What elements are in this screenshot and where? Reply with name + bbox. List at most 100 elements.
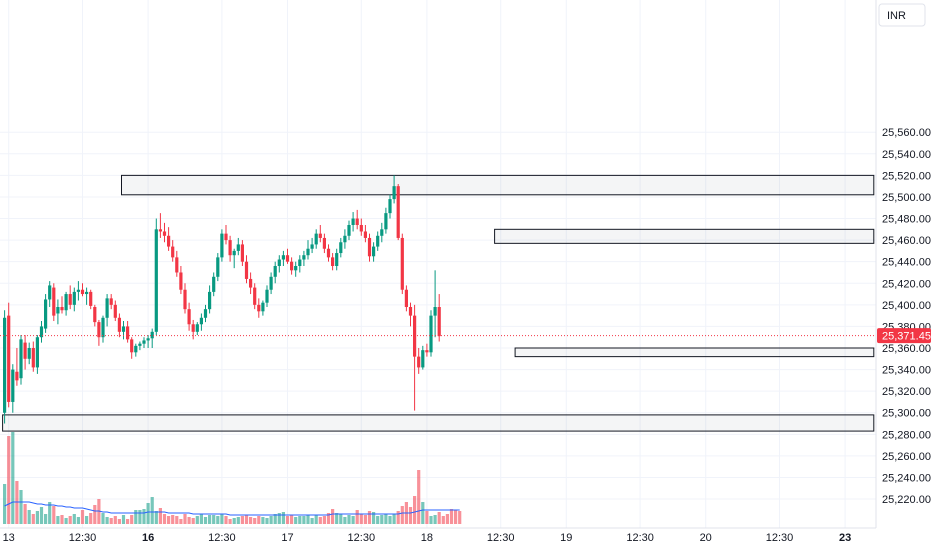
candle [15, 348, 19, 386]
volume-bar [318, 517, 322, 524]
volume-bar [458, 511, 462, 524]
candle [380, 222, 384, 243]
candle [48, 281, 52, 307]
candle [76, 281, 80, 301]
candle [294, 261, 298, 277]
candle [404, 285, 408, 312]
volume-bar [138, 510, 142, 524]
volume-bar [27, 510, 31, 524]
candle [273, 261, 277, 284]
candle [52, 283, 56, 322]
volume-bar [445, 514, 449, 524]
candle [367, 233, 372, 262]
x-tick-label: 12:30 [348, 532, 376, 544]
candle [376, 231, 380, 251]
volume-bar [372, 512, 376, 524]
price-axis[interactable]: 25,220.00 25,240.00 25,260.00 25,280.00 25,3… [875, 0, 931, 528]
volume-bar [265, 518, 269, 524]
volume-bar [408, 507, 413, 524]
time-axis[interactable]: 13 12:30 16 12:30 17 12:30 18 12:30 19 12:30 20 12:… [0, 527, 876, 544]
volume-bar [228, 519, 232, 524]
candle [408, 302, 413, 327]
x-tick-label: 13 [3, 532, 15, 544]
x-tick-label: 17 [281, 532, 293, 544]
candle [56, 299, 60, 325]
candle [359, 218, 363, 236]
candle [433, 270, 437, 338]
volume-bar [257, 516, 261, 524]
volume-bar [109, 518, 113, 524]
candle [392, 175, 396, 204]
volume-bar [154, 511, 158, 524]
candle [400, 233, 404, 295]
x-tick-label: 12:30 [626, 532, 654, 544]
candle [11, 364, 15, 413]
candle [220, 229, 224, 262]
candle [44, 294, 48, 333]
y-tick-label: 25,440.00 [882, 257, 931, 269]
candle [117, 313, 121, 338]
volume-bar [224, 516, 228, 524]
currency-label-box[interactable]: INR [878, 3, 926, 27]
candle [167, 227, 171, 251]
x-tick-label: 12:30 [487, 532, 515, 544]
candle [249, 272, 253, 295]
volume-bar [52, 506, 56, 524]
candle [232, 248, 236, 269]
volume-bar [56, 516, 60, 524]
candle [396, 184, 400, 241]
volume-bar [306, 515, 310, 524]
volume-bar [240, 516, 244, 524]
y-tick-label: 25,560.00 [882, 127, 931, 139]
volume-bar [285, 516, 290, 524]
y-tick-label: 25,360.00 [882, 343, 931, 355]
candle [343, 229, 347, 249]
candle [236, 237, 240, 256]
volume-bar [244, 515, 249, 524]
candle [277, 255, 281, 273]
x-tick-label: 12:30 [69, 532, 97, 544]
candle [212, 272, 216, 297]
volume-bar [413, 496, 417, 524]
volume-bar [236, 517, 240, 524]
candle [138, 341, 142, 351]
y-tick-label: 25,420.00 [882, 278, 931, 290]
candle [195, 322, 199, 336]
volume-bar [162, 514, 167, 524]
y-tick-label: 25,340.00 [882, 365, 931, 377]
volume-bar [216, 516, 220, 524]
candle [335, 248, 339, 271]
volume-bar [142, 509, 146, 524]
candle [261, 300, 265, 316]
volume-bar [380, 515, 384, 524]
volume-bar [335, 513, 339, 524]
y-tick-label: 25,460.00 [882, 235, 931, 247]
volume-bar [417, 470, 421, 524]
volume-bar [351, 516, 355, 524]
candle [19, 335, 23, 385]
volume-bar [232, 518, 236, 524]
candle [216, 253, 220, 282]
volume-bar [113, 516, 117, 524]
volume-bar [117, 519, 121, 524]
candle [121, 321, 126, 340]
candle [228, 235, 232, 262]
x-tick-label: 18 [421, 532, 433, 544]
candle [314, 229, 318, 249]
candle [244, 255, 249, 284]
y-tick-label: 25,480.00 [882, 214, 931, 226]
volume-bar [93, 505, 97, 524]
candle [93, 304, 97, 327]
candle [265, 285, 269, 307]
candle [331, 253, 335, 271]
candle [175, 250, 179, 277]
candle [130, 337, 134, 359]
candle [101, 315, 105, 343]
volume-bar [121, 515, 126, 524]
candle [240, 240, 244, 266]
volume-bar [392, 514, 396, 524]
candle [72, 287, 76, 312]
volume-bar [212, 515, 216, 524]
candle [326, 244, 331, 262]
